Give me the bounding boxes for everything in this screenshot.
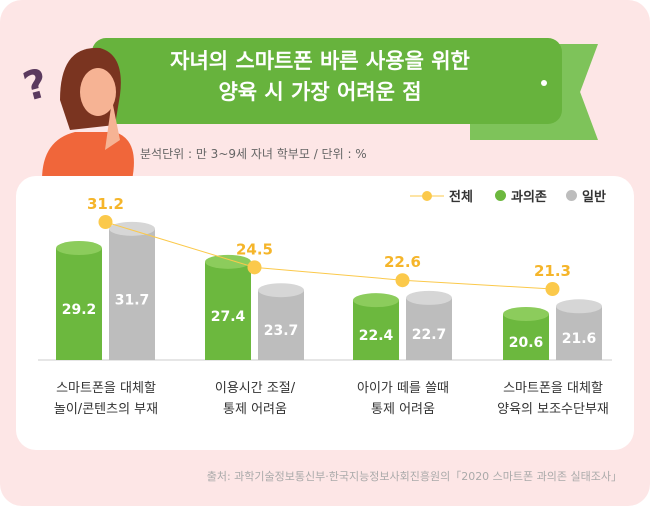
legend-label: 전체 xyxy=(449,190,473,205)
bar-dependent-top xyxy=(205,254,251,269)
bar-dependent xyxy=(205,261,251,360)
legend-line-marker xyxy=(410,190,444,201)
page-title: 자녀의 스마트폰 바른 사용을 위한 양육 시 가장 어려운 점 xyxy=(100,46,540,108)
bar-dependent xyxy=(56,248,102,360)
data-label-overall: 24.5 xyxy=(236,240,273,258)
category-label: 스마트폰을 대체할 양육의 보조수단부재 xyxy=(497,381,609,417)
legend-overall: 전체 xyxy=(410,186,473,205)
bar-general-top xyxy=(109,221,155,236)
title-line-1: 자녀의 스마트폰 바른 사용을 위한 xyxy=(170,49,470,73)
woman-illustration-icon: ? xyxy=(20,47,134,180)
subtitle: 분석단위 : 만 3~9세 자녀 학부모 / 단위 : % xyxy=(140,147,367,161)
bar-dependent-top xyxy=(56,241,102,256)
bar-general xyxy=(258,290,304,360)
data-label-overall: 21.3 xyxy=(534,262,571,280)
title-ribbon xyxy=(92,38,562,124)
data-label: 27.4 xyxy=(211,309,246,325)
point-overall xyxy=(545,282,560,296)
category-label: 아이가 떼를 쓸때 통제 어려움 xyxy=(357,381,449,417)
bar-general xyxy=(556,306,602,360)
source-note: 출처: 과학기술정보통신부·한국지능정보사회진흥원의「2020 스마트폰 과의존… xyxy=(206,470,622,483)
bar-general-top xyxy=(556,299,602,314)
bar-dependent-top xyxy=(503,306,549,321)
bar-dependent-top xyxy=(353,293,399,308)
data-label: 23.7 xyxy=(264,323,299,339)
data-label: 20.6 xyxy=(509,335,544,351)
bar-general xyxy=(109,228,155,360)
legend-dot xyxy=(495,190,506,201)
data-label-overall: 22.6 xyxy=(384,253,421,271)
line-overall xyxy=(105,221,553,290)
legend-dot xyxy=(566,190,577,201)
data-label: 22.7 xyxy=(412,327,447,343)
point-overall xyxy=(98,215,113,229)
title-line-2: 양육 시 가장 어려운 점 xyxy=(218,80,422,104)
bar-general-top xyxy=(406,290,452,305)
legend-label: 과의존 xyxy=(511,190,547,205)
bar-dependent xyxy=(353,300,399,360)
ribbon-dot xyxy=(541,80,547,86)
bar-dependent xyxy=(503,313,549,360)
bar-general xyxy=(406,297,452,360)
data-label: 29.2 xyxy=(62,302,97,318)
legend-label: 일반 xyxy=(582,190,606,205)
point-overall xyxy=(247,260,262,275)
data-label-overall: 31.2 xyxy=(87,195,124,213)
legend-general: 일반 xyxy=(566,186,606,205)
bar-general-top xyxy=(258,283,304,298)
data-label: 22.4 xyxy=(359,328,394,344)
category-label: 스마트폰을 대체할 놀이/콘텐츠의 부재 xyxy=(53,381,159,417)
data-label: 31.7 xyxy=(115,292,150,308)
legend-dependent: 과의존 xyxy=(495,186,547,205)
point-overall xyxy=(395,273,410,288)
data-label: 21.6 xyxy=(562,331,597,347)
category-label: 이용시간 조절/통제 어려움 xyxy=(214,381,296,417)
